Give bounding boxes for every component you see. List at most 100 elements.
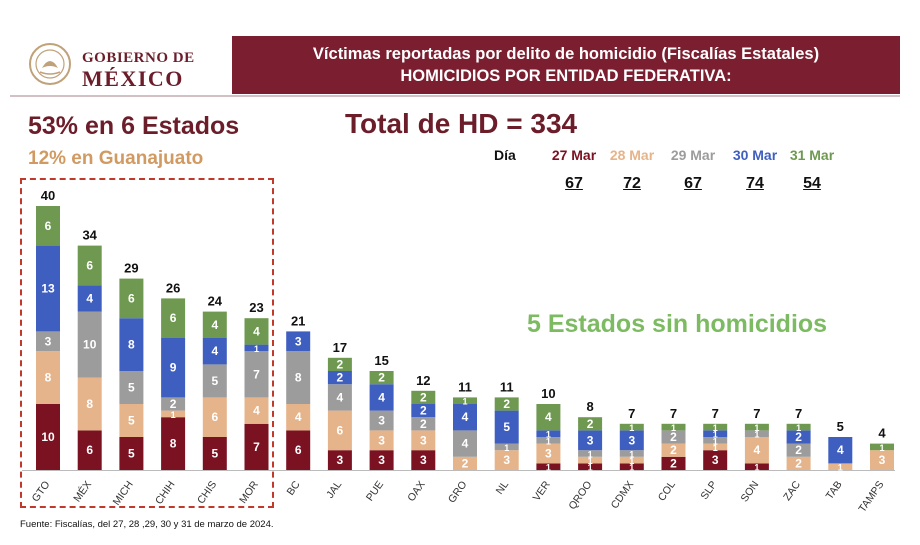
- bar-total-TAMPS: 4: [878, 426, 886, 441]
- day-total-2: 67: [684, 175, 702, 192]
- bar-segment-PUE-2: [369, 410, 394, 431]
- bar-segment-label-GRO-1: 2: [462, 456, 469, 470]
- bar-segment-label-PUE-3: 4: [378, 390, 385, 404]
- bar-segment-label-TAB-1: 1: [838, 463, 843, 473]
- bar-segment-label-MICH-1: 5: [128, 414, 135, 428]
- bar-segment-label-BC-1: 4: [295, 410, 302, 424]
- bar-segment-label-NL-1: 3: [503, 453, 510, 467]
- bar-segment-label-CHIS-0: 5: [211, 447, 218, 461]
- x-tick-label-GRO: GRO: [446, 479, 470, 505]
- bar-segment-GRO-4: [453, 397, 477, 404]
- bar-total-BC: 21: [291, 313, 305, 328]
- bar-segment-QROO-1: [578, 456, 603, 464]
- bar-segment-label-JAL-2: 4: [337, 390, 344, 404]
- bar-segment-label-QROO-3: 3: [587, 433, 594, 447]
- day-date-1: 28 Mar: [609, 147, 655, 163]
- bar-segment-label-QROO-0: 1: [588, 463, 593, 473]
- bar-segment-label-COL-4: 1: [671, 423, 676, 433]
- bar-segment-TAB-1: [828, 463, 853, 470]
- bar-segment-JAL-3: [327, 371, 352, 385]
- bar-segment-label-NL-4: 2: [503, 397, 510, 411]
- bar-segment-label-VER-4: 4: [545, 410, 552, 424]
- bar-segment-label-BC-3: 3: [295, 334, 302, 348]
- bar-segment-SLP-3: [703, 430, 728, 437]
- bar-segment-OAX-4: [411, 390, 436, 404]
- bar-segment-SON-4: [744, 423, 769, 431]
- top-six-highlight-box: [20, 178, 274, 508]
- bar-total-PUE: 15: [374, 353, 388, 368]
- bar-total-NL: 11: [500, 379, 514, 394]
- source-footer: Fuente: Fiscalías, del 27, 28 ,29, 30 y …: [20, 519, 274, 530]
- bar-segment-CHIH-0: [161, 417, 186, 470]
- day-total-1: 72: [623, 175, 641, 192]
- day-total-0: 67: [565, 175, 583, 192]
- bar-segment-MOR-4: [244, 318, 269, 345]
- bar-segment-SLP-4: [703, 423, 728, 431]
- bar-segment-label-VER-2: 1: [546, 436, 551, 446]
- bar-segment-label-MOR-1: 4: [253, 404, 260, 418]
- bar-segment-label-ZAC-1: 2: [795, 456, 802, 470]
- bar-total-ZAC: 7: [795, 406, 802, 421]
- bar-segment-label-MOR-4: 4: [253, 324, 260, 338]
- day-date-0: 27 Mar: [551, 147, 597, 163]
- bar-segment-CHIS-0: [202, 437, 227, 470]
- bar-segment-label-CDMX-2: 1: [629, 450, 634, 460]
- day-date-3: 30 Mar: [732, 147, 778, 163]
- bar-segment-label-CHIH-1: 1: [171, 410, 176, 420]
- bar-segment-SLP-2: [703, 437, 728, 444]
- x-tick-label-GTO: GTO: [30, 479, 53, 504]
- day-total-4: 54: [803, 175, 821, 192]
- bar-segment-QROO-2: [578, 450, 603, 457]
- bar-segment-MÉX-1: [77, 377, 102, 431]
- bar-segment-label-SLP-3: 1: [713, 430, 718, 440]
- bar-segment-label-MICH-3: 8: [128, 338, 135, 352]
- day-date-4: 31 Mar: [789, 147, 835, 163]
- bar-segment-label-JAL-3: 2: [337, 371, 344, 385]
- bar-segment-label-CHIS-1: 6: [211, 410, 218, 424]
- bar-segment-COL-4: [661, 423, 686, 431]
- bar-segment-CHIS-2: [202, 364, 227, 398]
- bar-segment-label-QROO-4: 2: [587, 417, 594, 431]
- bar-segment-NL-3: [494, 410, 519, 444]
- x-tick-label-TAMPS: TAMPS: [856, 479, 886, 515]
- x-tick-label-CDMX: CDMX: [609, 479, 637, 511]
- bar-segment-CDMX-3: [619, 430, 644, 451]
- bar-segment-VER-0: [536, 463, 561, 470]
- bar-segment-label-MICH-2: 5: [128, 381, 135, 395]
- bar-segment-GRO-3: [453, 404, 477, 431]
- bar-segment-COL-0: [661, 456, 686, 470]
- bar-segment-QROO-4: [578, 417, 603, 431]
- bar-segment-label-PUE-4: 2: [378, 371, 385, 385]
- bar-segment-JAL-2: [327, 384, 352, 411]
- bar-segment-label-OAX-1: 3: [420, 433, 427, 447]
- bar-segment-TAB-3: [828, 437, 853, 464]
- bar-total-CHIH: 26: [166, 280, 180, 295]
- header: GOBIERNO DE MÉXICO Víctimas reportadas p…: [10, 36, 900, 94]
- eagle-seal-icon: [29, 43, 71, 85]
- bar-segment-GTO-1: [36, 351, 60, 404]
- x-tick-label-JAL: JAL: [324, 479, 344, 501]
- bar-segment-label-OAX-2: 2: [420, 417, 427, 431]
- bar-segment-MÉX-3: [77, 285, 102, 312]
- bar-segment-SON-0: [744, 463, 769, 470]
- bar-segment-GTO-0: [36, 404, 60, 470]
- page-title: Víctimas reportadas por delito de homici…: [312, 45, 820, 63]
- bar-segment-label-GRO-3: 4: [462, 410, 469, 424]
- bar-segment-COL-2: [661, 430, 686, 444]
- bar-segment-label-OAX-4: 2: [420, 390, 427, 404]
- x-tick-label-PUE: PUE: [364, 479, 386, 504]
- bar-total-CHIS: 24: [208, 294, 223, 309]
- bar-total-JAL: 17: [333, 340, 347, 355]
- bar-total-QROO: 8: [586, 399, 593, 414]
- bar-total-SLP: 7: [712, 406, 719, 421]
- bar-total-SON: 7: [753, 406, 760, 421]
- bar-segment-CHIS-3: [202, 338, 227, 365]
- bar-segment-label-CDMX-1: 1: [629, 456, 634, 466]
- x-tick-label-CHIS: CHIS: [195, 479, 219, 506]
- title-banner: Víctimas reportadas por delito de homici…: [232, 36, 900, 94]
- top-states-note: 53% en 6 Estados: [28, 112, 240, 140]
- x-tick-label-SLP: SLP: [698, 479, 719, 502]
- bar-segment-CHIH-3: [161, 338, 186, 398]
- bar-segment-label-SON-4: 1: [754, 423, 759, 433]
- x-tick-label-VER: VER: [531, 478, 553, 503]
